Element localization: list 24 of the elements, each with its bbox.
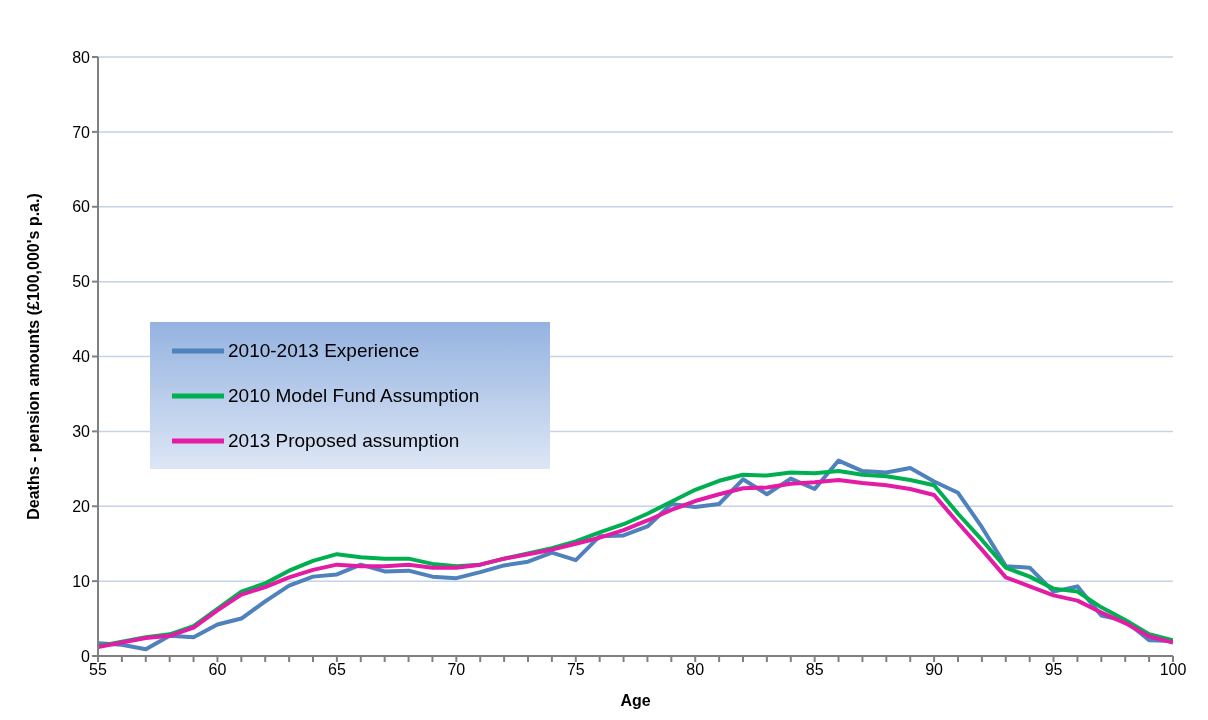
legend-label: 2010 Model Fund Assumption <box>228 384 480 407</box>
y-axis-title: Deaths - pension amounts (£100,000's p.a.) <box>24 193 42 520</box>
y-tick-label: 50 <box>72 273 91 291</box>
y-tick-label: 80 <box>72 48 91 66</box>
y-tick-label: 10 <box>72 572 91 590</box>
x-tick-label: 100 <box>1159 661 1187 679</box>
legend-label: 2010-2013 Experience <box>228 339 420 362</box>
x-tick-label: 70 <box>447 661 466 679</box>
x-tick-label: 90 <box>925 661 944 679</box>
x-tick-label: 85 <box>805 661 824 679</box>
y-tick-label: 70 <box>72 123 91 141</box>
x-tick-label: 65 <box>327 661 346 679</box>
y-tick-label: 0 <box>81 647 91 665</box>
legend-label: 2013 Proposed assumption <box>228 429 460 452</box>
x-tick-label: 55 <box>89 661 107 679</box>
y-tick-label: 40 <box>72 348 91 366</box>
x-tick-label: 95 <box>1044 661 1063 679</box>
y-tick-label: 30 <box>72 423 91 441</box>
x-tick-label: 80 <box>686 661 705 679</box>
y-tick-label: 20 <box>72 497 91 515</box>
x-tick-label: 60 <box>208 661 227 679</box>
x-tick-label: 75 <box>566 661 585 679</box>
y-tick-label: 60 <box>72 198 91 216</box>
x-axis-title: Age <box>620 692 651 709</box>
